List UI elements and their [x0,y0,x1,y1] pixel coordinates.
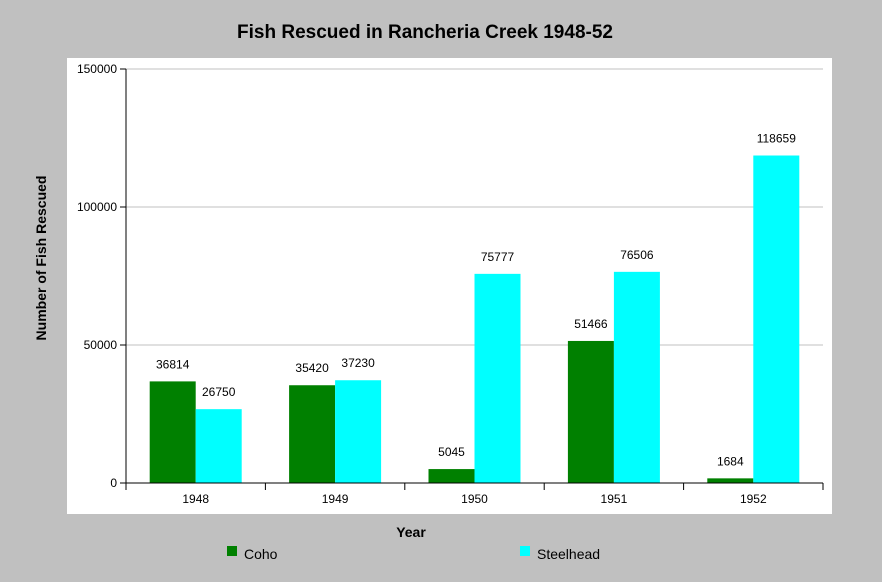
axes: 0 50000 100000 150000 1948 1949 1950 1951 1952 [77,62,824,506]
legend-label: Coho [244,546,278,562]
legend: Coho Steelhead [227,546,600,562]
bar-steelhead-1948 [195,409,242,483]
bar-steelhead-1952 [753,155,800,483]
x-tick-label: 1948 [182,492,209,506]
x-tick-label: 1950 [461,492,488,506]
data-label: 35420 [295,361,329,375]
x-axis-title: Year [396,524,426,540]
data-label: 36814 [156,357,190,371]
data-label: 118659 [757,132,796,146]
y-tick-label: 150000 [77,62,117,76]
bar-coho-1950 [428,469,475,483]
data-label: 26750 [202,385,236,399]
x-tick-label: 1952 [740,492,767,506]
legend-label: Steelhead [537,546,600,562]
chart-title: Fish Rescued in Rancheria Creek 1948-52 [237,22,613,43]
y-tick-label: 50000 [84,338,118,352]
y-tick-label: 0 [110,476,117,490]
y-axis-title: Number of Fish Rescued [33,176,49,341]
y-tick-label: 100000 [77,200,117,214]
bar-coho-1952 [707,478,754,483]
data-label: 75777 [481,250,515,264]
data-labels: 36814 26750 35420 37230 5045 75777 51466 76506 1… [156,132,796,469]
bar-coho-1951 [567,340,614,483]
data-label: 1684 [717,454,744,468]
bar-steelhead-1951 [613,271,660,483]
bar-coho-1949 [289,385,336,483]
bar-steelhead-1950 [474,273,521,483]
data-label: 51466 [574,317,608,331]
data-label: 76506 [620,248,654,262]
data-label: 5045 [438,445,465,459]
bar-steelhead-1949 [335,380,382,483]
x-tick-label: 1949 [322,492,349,506]
legend-swatch-coho [227,546,237,556]
bars [149,155,800,483]
bar-coho-1948 [149,381,196,483]
legend-swatch-steelhead [520,546,530,556]
data-label: 37230 [341,356,375,370]
x-tick-label: 1951 [601,492,628,506]
